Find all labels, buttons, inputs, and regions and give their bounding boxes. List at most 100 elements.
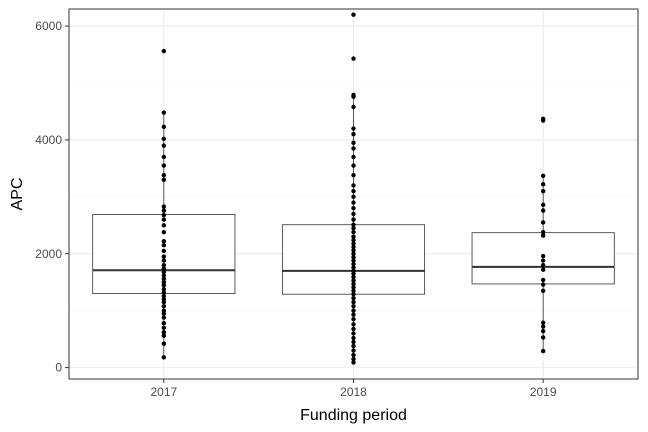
data-point bbox=[351, 303, 356, 309]
data-point bbox=[161, 124, 167, 130]
data-point bbox=[540, 262, 546, 268]
data-point bbox=[161, 280, 167, 285]
y-tick-label: 4000 bbox=[35, 133, 62, 147]
data-point bbox=[351, 288, 356, 293]
data-point bbox=[161, 163, 167, 168]
data-point bbox=[540, 116, 546, 122]
y-tick-label: 0 bbox=[55, 361, 62, 375]
data-point bbox=[351, 146, 356, 151]
data-point bbox=[351, 56, 356, 61]
data-point bbox=[351, 217, 356, 222]
data-point bbox=[161, 321, 167, 326]
data-point bbox=[351, 265, 356, 270]
data-point bbox=[161, 303, 167, 309]
data-point bbox=[351, 360, 356, 365]
data-point bbox=[161, 217, 167, 222]
data-point bbox=[161, 290, 167, 295]
data-point bbox=[351, 348, 356, 353]
data-point bbox=[161, 325, 167, 330]
data-point bbox=[161, 223, 167, 228]
data-point bbox=[540, 173, 546, 178]
data-point bbox=[351, 225, 356, 231]
data-point bbox=[351, 331, 356, 336]
data-point bbox=[351, 194, 356, 200]
data-point bbox=[351, 308, 356, 313]
data-point bbox=[351, 326, 356, 332]
data-point bbox=[540, 208, 546, 213]
data-point bbox=[161, 136, 167, 141]
data-point bbox=[161, 173, 167, 178]
data-point bbox=[161, 330, 167, 335]
data-point bbox=[351, 132, 356, 137]
data-point bbox=[161, 333, 167, 338]
data-point bbox=[161, 248, 167, 254]
x-tick-label: 2018 bbox=[340, 385, 367, 399]
data-point bbox=[540, 324, 546, 329]
data-point bbox=[161, 355, 167, 360]
data-point bbox=[540, 288, 546, 293]
data-point bbox=[161, 212, 167, 218]
data-point bbox=[351, 183, 356, 188]
data-point bbox=[161, 208, 167, 213]
data-point bbox=[161, 308, 167, 313]
data-point bbox=[161, 276, 167, 282]
data-point bbox=[351, 248, 356, 253]
box-group bbox=[92, 96, 615, 363]
data-point bbox=[351, 343, 356, 349]
data-point bbox=[161, 341, 167, 346]
data-point bbox=[351, 188, 356, 194]
data-point bbox=[161, 204, 167, 209]
data-point bbox=[351, 241, 356, 246]
data-point bbox=[161, 269, 167, 275]
x-tick-label: 2017 bbox=[150, 385, 177, 399]
data-point bbox=[351, 126, 356, 131]
data-point bbox=[351, 295, 356, 301]
data-point bbox=[351, 312, 356, 317]
data-point bbox=[351, 356, 356, 362]
data-point bbox=[351, 317, 356, 322]
point-group bbox=[161, 12, 546, 365]
data-point bbox=[351, 173, 356, 178]
data-point bbox=[351, 291, 356, 297]
data-point bbox=[351, 268, 356, 274]
data-point bbox=[161, 243, 167, 248]
data-point bbox=[540, 335, 546, 340]
data-point bbox=[161, 258, 167, 263]
data-point bbox=[351, 254, 356, 260]
data-point bbox=[351, 322, 356, 327]
data-point bbox=[540, 328, 546, 334]
data-point bbox=[540, 258, 546, 263]
data-point bbox=[540, 320, 546, 325]
data-point bbox=[351, 299, 356, 305]
x-axis: 2017 2018 2019 bbox=[150, 379, 557, 399]
data-point bbox=[540, 267, 546, 272]
data-point bbox=[351, 229, 356, 235]
y-axis-title: APC bbox=[9, 178, 26, 211]
data-point bbox=[351, 274, 356, 280]
data-point bbox=[351, 258, 356, 263]
data-point bbox=[351, 200, 356, 205]
data-point bbox=[540, 233, 546, 238]
data-point bbox=[351, 222, 356, 227]
data-point bbox=[351, 335, 356, 341]
box-iqr bbox=[471, 232, 615, 285]
data-point bbox=[540, 220, 546, 225]
data-point bbox=[540, 253, 546, 259]
data-point bbox=[161, 154, 167, 160]
data-point bbox=[161, 286, 167, 292]
data-point bbox=[351, 339, 356, 345]
data-point bbox=[540, 282, 546, 287]
data-point bbox=[351, 154, 356, 160]
data-point bbox=[351, 140, 356, 145]
data-point bbox=[351, 163, 356, 168]
data-point bbox=[540, 348, 546, 354]
data-point bbox=[351, 211, 356, 217]
y-tick-label: 6000 bbox=[35, 19, 62, 33]
data-point bbox=[351, 278, 356, 283]
x-tick-label: 2019 bbox=[530, 385, 557, 399]
data-point bbox=[161, 110, 167, 115]
data-point bbox=[351, 285, 356, 290]
data-point bbox=[351, 104, 356, 110]
y-tick-label: 2000 bbox=[35, 247, 62, 261]
